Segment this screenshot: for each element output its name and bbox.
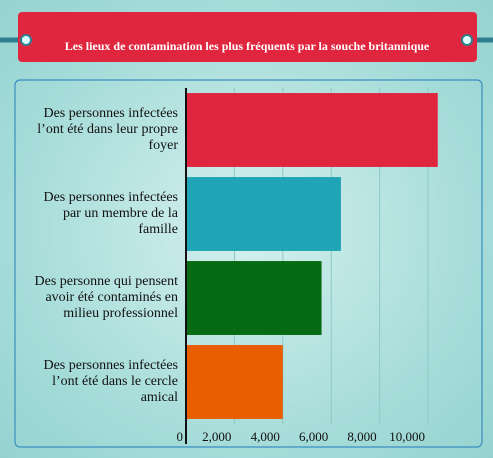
rope-knot <box>461 34 473 46</box>
y-tick-label: Des personne qui pensent avoir été conta… <box>34 274 178 321</box>
x-tick-label: 10,000 <box>389 429 425 444</box>
x-tick-label: 4,000 <box>251 429 280 444</box>
x-tick-label: 6,000 <box>299 429 328 444</box>
bar <box>186 345 283 419</box>
y-tick-label: Des personnes infectées par un membre de… <box>43 190 178 237</box>
x-tick-label: 2,000 <box>202 429 231 444</box>
x-tick-label: 8,000 <box>347 429 376 444</box>
bar <box>186 93 438 167</box>
y-tick-label: Des personnes infectées l’ont été dans l… <box>43 358 178 405</box>
y-tick-label: Des personnes infectées l’ont été dans l… <box>37 106 178 153</box>
bar <box>186 177 341 251</box>
rope-knot <box>20 34 32 46</box>
panel <box>14 79 483 448</box>
chart-title: Les lieux de contamination les plus fréq… <box>65 39 430 53</box>
title-banner <box>18 12 477 62</box>
x-tick-label: 0 <box>177 429 184 444</box>
bar <box>186 261 322 335</box>
